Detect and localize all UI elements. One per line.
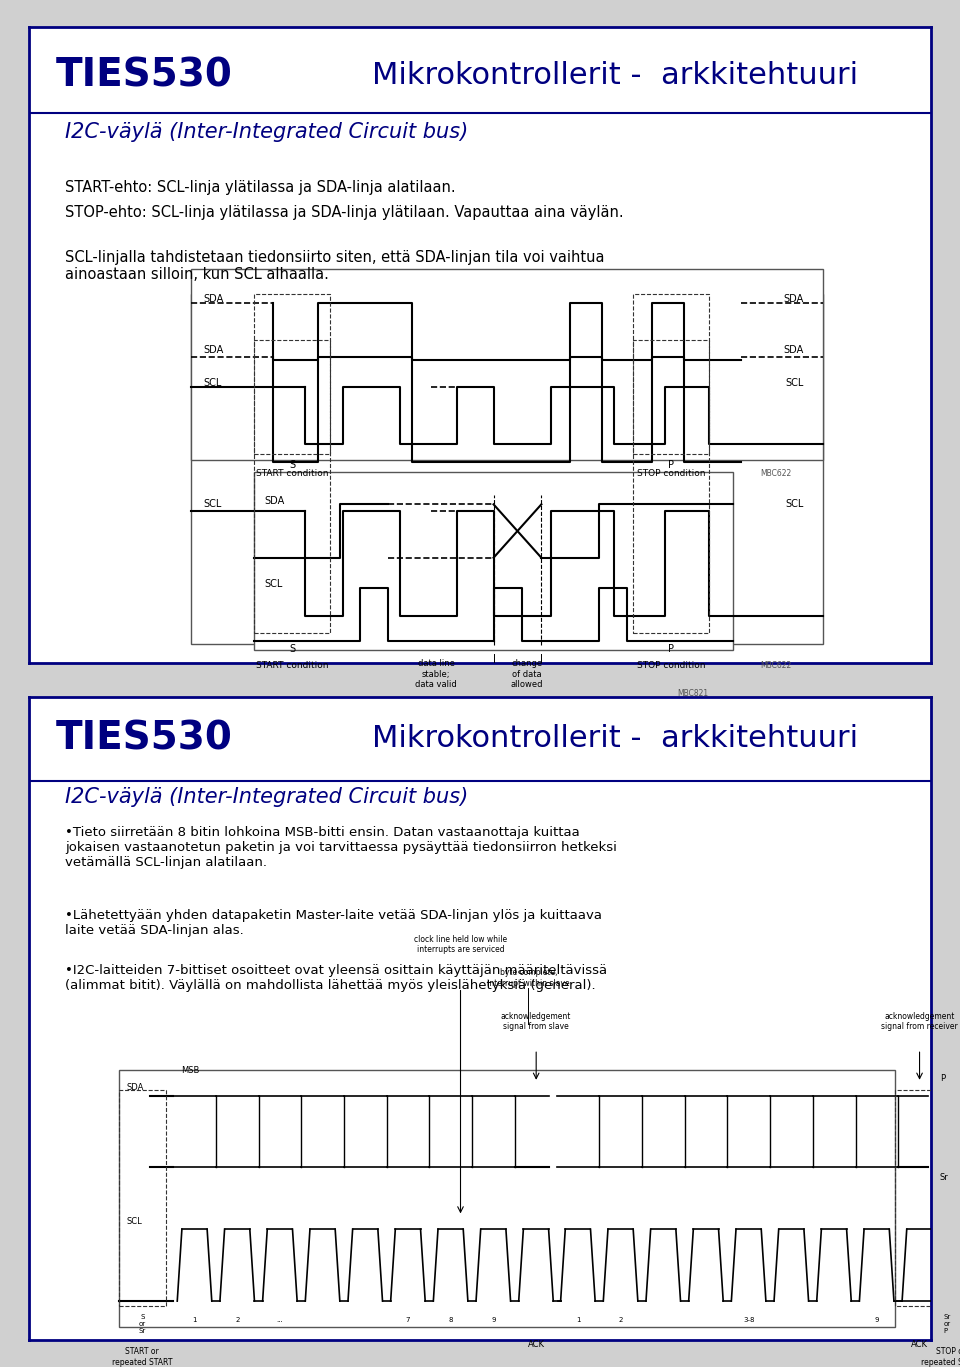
Text: SCL: SCL <box>785 379 804 388</box>
Text: 1: 1 <box>576 1316 581 1322</box>
Text: P: P <box>940 1073 945 1083</box>
Text: Mikrokontrollerit -  arkkitehtuuri: Mikrokontrollerit - arkkitehtuuri <box>372 725 858 753</box>
Text: MBC622: MBC622 <box>760 469 791 478</box>
Text: SCL: SCL <box>785 499 804 509</box>
Text: SCL: SCL <box>204 499 223 509</box>
Text: 2: 2 <box>235 1316 240 1322</box>
Text: 3-8: 3-8 <box>743 1316 755 1322</box>
Text: SDA: SDA <box>204 346 224 355</box>
Text: I2C-väylä (Inter-Integrated Circuit bus): I2C-väylä (Inter-Integrated Circuit bus) <box>65 122 468 142</box>
FancyBboxPatch shape <box>119 1070 895 1327</box>
FancyBboxPatch shape <box>254 472 732 651</box>
Text: clock line held low while
interrupts are serviced: clock line held low while interrupts are… <box>414 935 507 954</box>
Text: Mikrokontrollerit -  arkkitehtuuri: Mikrokontrollerit - arkkitehtuuri <box>372 60 858 89</box>
Text: SDA: SDA <box>264 496 284 506</box>
Text: •Lähetettyään yhden datapaketin Master-laite vetää SDA-linjan ylös ja kuittaava
: •Lähetettyään yhden datapaketin Master-l… <box>65 909 602 938</box>
Text: MBC821: MBC821 <box>678 689 708 699</box>
Text: 9: 9 <box>492 1316 495 1322</box>
Text: S: S <box>289 644 296 653</box>
Text: 1: 1 <box>192 1316 197 1322</box>
Text: ACK: ACK <box>528 1340 544 1349</box>
Text: Sr
or
P: Sr or P <box>944 1314 950 1334</box>
Text: P: P <box>668 459 674 470</box>
Text: 8: 8 <box>448 1316 453 1322</box>
Text: •I2C-laitteiden 7-bittiset osoitteet ovat yleensä osittain käyttäjän määriteltäv: •I2C-laitteiden 7-bittiset osoitteet ova… <box>65 964 607 992</box>
Text: STOP-ehto: SCL-linja ylätilassa ja SDA-linja ylätilaan. Vapauttaa aina väylän.: STOP-ehto: SCL-linja ylätilassa ja SDA-l… <box>65 205 624 220</box>
FancyBboxPatch shape <box>191 294 823 644</box>
Text: Sr: Sr <box>940 1173 948 1181</box>
Text: data line
stable;
data valid: data line stable; data valid <box>416 659 457 689</box>
Text: acknowledgement
signal from slave: acknowledgement signal from slave <box>501 1012 571 1031</box>
Text: START condition: START condition <box>256 469 328 478</box>
Text: I2C-väylä (Inter-Integrated Circuit bus): I2C-väylä (Inter-Integrated Circuit bus) <box>65 787 468 807</box>
Text: TIES530: TIES530 <box>56 720 232 757</box>
Text: MSB: MSB <box>181 1066 200 1074</box>
Text: SCL: SCL <box>127 1217 142 1226</box>
Text: •Tieto siirretään 8 bitin lohkoina MSB-bitti ensin. Datan vastaanottaja kuittaa
: •Tieto siirretään 8 bitin lohkoina MSB-b… <box>65 826 616 868</box>
Text: SDA: SDA <box>783 346 804 355</box>
Text: START-ehto: SCL-linja ylätilassa ja SDA-linja alatilaan.: START-ehto: SCL-linja ylätilassa ja SDA-… <box>65 180 456 195</box>
Text: SDA: SDA <box>783 294 804 305</box>
Text: change
of data
allowed: change of data allowed <box>511 659 543 689</box>
Text: SDA: SDA <box>204 294 224 305</box>
Text: SCL: SCL <box>264 580 282 589</box>
Text: STOP or
repeated START
condition: STOP or repeated START condition <box>921 1348 960 1367</box>
Text: STOP condition: STOP condition <box>637 662 706 670</box>
Text: P: P <box>668 644 674 653</box>
Text: S: S <box>289 459 296 470</box>
Text: 9: 9 <box>875 1316 879 1322</box>
Text: byte complete,
interrupt within slave: byte complete, interrupt within slave <box>487 968 569 987</box>
Text: SCL-linjalla tahdistetaan tiedonsiirto siten, että SDA-linjan tila voi vaihtua
a: SCL-linjalla tahdistetaan tiedonsiirto s… <box>65 250 605 282</box>
Text: START condition: START condition <box>256 662 328 670</box>
Text: ACK: ACK <box>911 1340 928 1349</box>
FancyBboxPatch shape <box>191 269 823 459</box>
Text: 7: 7 <box>406 1316 410 1322</box>
Text: SCL: SCL <box>204 379 223 388</box>
Text: STOP condition: STOP condition <box>637 469 706 478</box>
Text: S
or
Sr: S or Sr <box>138 1314 146 1334</box>
Text: acknowledgement
signal from receiver: acknowledgement signal from receiver <box>881 1012 958 1031</box>
Text: TIES530: TIES530 <box>56 56 232 94</box>
Text: ...: ... <box>276 1316 283 1322</box>
Text: 2: 2 <box>618 1316 623 1322</box>
Text: MBC622: MBC622 <box>760 662 791 670</box>
Text: START or
repeated START
condition: START or repeated START condition <box>112 1348 173 1367</box>
Text: SDA: SDA <box>127 1083 144 1092</box>
